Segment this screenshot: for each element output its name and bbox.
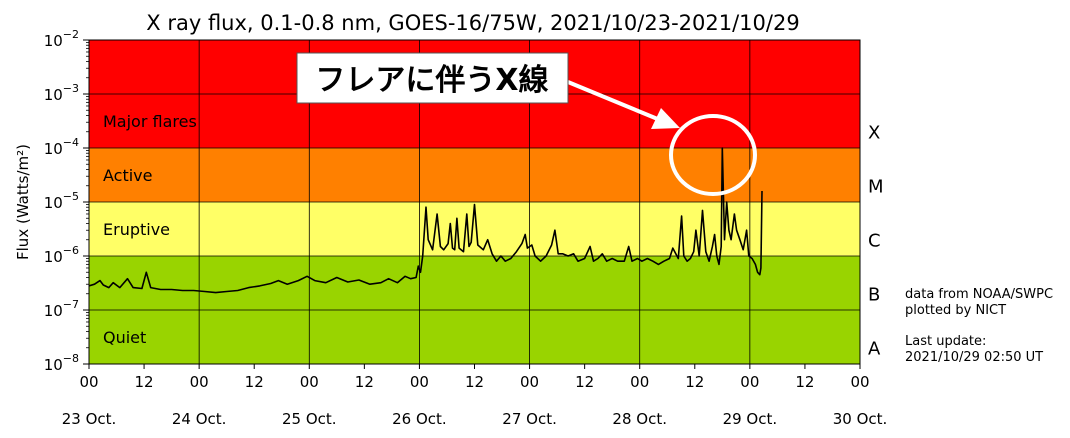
class-letter-c: C xyxy=(868,231,881,252)
x-day-label-4: 27 Oct. xyxy=(502,410,557,428)
class-letter-b: B xyxy=(868,285,880,306)
plotter-note: plotted by NICT xyxy=(905,303,1007,318)
flare-highlight-circle xyxy=(669,114,757,196)
callout-box xyxy=(296,52,569,104)
band-label-3: Major flares xyxy=(103,112,197,131)
x-hour-label-6: 00 xyxy=(410,373,429,391)
x-hour-label-4: 00 xyxy=(300,373,319,391)
y-tick-label-5: 10−3 xyxy=(44,82,79,104)
x-hour-label-7: 12 xyxy=(465,373,484,391)
chart-title: X ray flux, 0.1-0.8 nm, GOES-16/75W, 202… xyxy=(146,11,799,35)
x-hour-label-12: 00 xyxy=(740,373,759,391)
y-axis-ticks: 10−8 10−7 10−6 10−5 10−4 10−3 10−2 xyxy=(44,28,89,374)
y-tick-label-4: 10−4 xyxy=(44,136,79,158)
x-hour-label-13: 12 xyxy=(795,373,814,391)
band-label-1: Eruptive xyxy=(103,220,170,239)
last-update-label: Last update: xyxy=(905,334,987,349)
x-day-label-0: 23 Oct. xyxy=(62,410,117,428)
x-hour-label-9: 12 xyxy=(575,373,594,391)
x-hour-label-5: 12 xyxy=(355,373,374,391)
x-hour-label-10: 00 xyxy=(630,373,649,391)
x-hour-label-11: 12 xyxy=(685,373,704,391)
x-hour-label-8: 00 xyxy=(520,373,539,391)
band-m xyxy=(89,148,860,202)
callout-arrowhead xyxy=(651,108,680,129)
x-day-label-2: 25 Oct. xyxy=(282,410,337,428)
x-day-label-6: 29 Oct. xyxy=(723,410,778,428)
data-source-note: data from NOAA/SWPC xyxy=(905,287,1054,302)
x-hour-label-1: 12 xyxy=(135,373,154,391)
class-letters: X M C B A xyxy=(868,123,884,360)
class-letter-a: A xyxy=(868,339,881,360)
class-letter-x: X xyxy=(868,123,880,144)
x-hour-label-14: 00 xyxy=(850,373,869,391)
x-day-label-1: 24 Oct. xyxy=(172,410,227,428)
y-tick-label-1: 10−7 xyxy=(44,298,79,320)
band-label-0: Quiet xyxy=(103,328,146,347)
last-update-time: 2021/10/29 02:50 UT xyxy=(905,350,1044,365)
flare-callout: フレアに伴うX線 xyxy=(296,52,757,196)
class-letter-m: M xyxy=(868,177,884,198)
flux-series xyxy=(88,147,763,294)
band-label-2: Active xyxy=(103,166,153,185)
callout-text: フレアに伴うX線 xyxy=(315,63,548,98)
y-tick-label-6: 10−2 xyxy=(44,28,79,50)
series-line-0 xyxy=(88,147,763,294)
callout-arrow-line xyxy=(567,80,661,122)
y-tick-label-3: 10−5 xyxy=(44,190,79,212)
x-day-label-7: 30 Oct. xyxy=(833,410,888,428)
x-day-label-5: 28 Oct. xyxy=(612,410,667,428)
x-hour-label-0: 00 xyxy=(79,373,98,391)
y-axis-label: Flux (Watts/m²) xyxy=(14,144,32,260)
band-labels: Quiet Eruptive Active Major flares xyxy=(103,112,197,347)
x-axis-ticks: 00 12 00 12 00 12 00 12 00 12 00 12 00 12 00 23 Oct. 24 … xyxy=(62,364,888,428)
y-tick-label-2: 10−6 xyxy=(44,244,79,266)
x-day-label-3: 26 Oct. xyxy=(392,410,447,428)
x-hour-label-3: 12 xyxy=(245,373,264,391)
x-hour-label-2: 00 xyxy=(190,373,209,391)
y-tick-label-0: 10−8 xyxy=(44,352,79,374)
